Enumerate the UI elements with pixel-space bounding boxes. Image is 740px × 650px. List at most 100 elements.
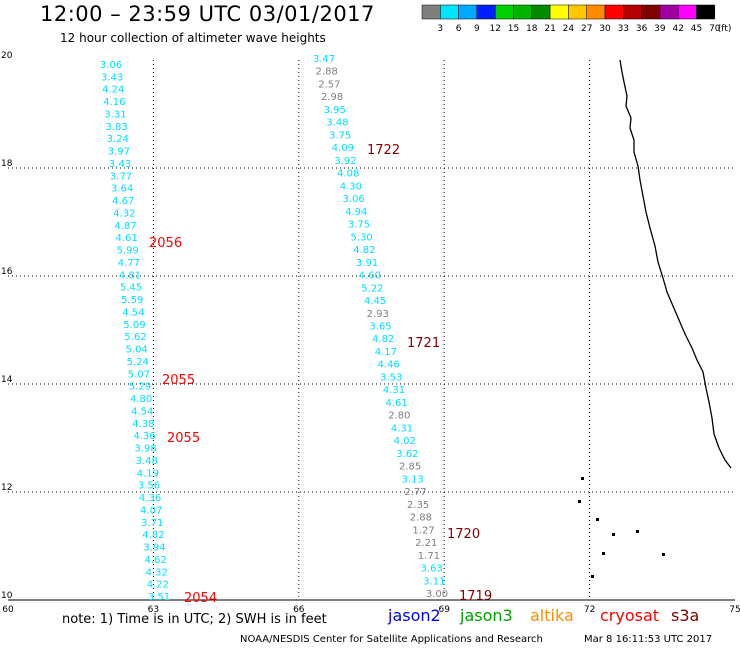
satellite-jason2: jason2: [388, 606, 441, 625]
wave-height-label: 3.48: [136, 456, 158, 467]
wave-height-label: 5.59: [121, 295, 143, 306]
wave-height-label: 3.43: [109, 159, 131, 170]
wave-height-label: 2.85: [399, 462, 421, 473]
lat-tick-label: 18: [1, 159, 13, 169]
lon-tick-label: 63: [148, 605, 159, 615]
wave-height-label: 4.17: [375, 347, 397, 358]
wave-height-label: 4.31: [391, 423, 413, 434]
pass-time-label: 2055: [162, 373, 195, 388]
wave-height-label: 4.82: [353, 245, 375, 256]
legend-swatch: [531, 4, 551, 20]
satellite-jason3: jason3: [460, 606, 513, 625]
wave-height-label: 4.16: [103, 97, 125, 108]
legend-label: 6: [456, 24, 462, 34]
legend-label: 39: [654, 24, 666, 34]
wave-height-label: 3.83: [105, 122, 127, 133]
island-mark: [636, 530, 639, 533]
legend-label: 15: [508, 24, 519, 34]
legend-swatch: [623, 4, 642, 20]
lat-tick-label: 20: [1, 51, 13, 61]
wave-height-label: 4.62: [145, 555, 167, 566]
wave-height-label: 5.22: [361, 283, 383, 294]
lon-tick-label: 66: [293, 605, 305, 615]
wave-height-label: 1.71: [418, 551, 440, 562]
legend-unit: (ft): [718, 24, 732, 34]
wave-height-label: 4.94: [345, 207, 367, 218]
wave-height-label: 4.36: [133, 431, 155, 442]
page-title: 12:00 – 23:59 UTC 03/01/2017: [40, 2, 375, 26]
wave-height-label: 3.11: [423, 576, 445, 587]
legend-swatch: [641, 4, 661, 20]
wave-height-label: 4.46: [377, 360, 399, 371]
wave-height-label: 3.94: [143, 543, 165, 554]
legend-label: 42: [672, 24, 683, 34]
wave-height-label: 5.29: [129, 382, 151, 393]
wave-height-label: 4.54: [131, 406, 153, 417]
wave-height-label: 3.64: [111, 184, 133, 195]
legend-swatch: [421, 4, 441, 20]
wave-height-label: 3.06: [342, 194, 364, 205]
wave-height-label: 4.80: [130, 394, 152, 405]
wave-height-label: 4.09: [332, 143, 354, 154]
wave-height-label: 5.99: [117, 246, 139, 257]
pass-time-labels: 2056 2055 2055 2054 1722 1721 1720 1719: [149, 143, 492, 606]
legend-label: 3: [437, 24, 443, 34]
wave-height-label: 2.57: [318, 79, 340, 90]
wave-height-label: 4.30: [340, 181, 362, 192]
wave-height-label: 4.02: [394, 436, 416, 447]
legend-swatch: [440, 4, 459, 20]
wave-height-label: 2.21: [415, 538, 437, 549]
lon-tick-label: 72: [584, 605, 595, 615]
wave-height-label: 1.27: [412, 525, 434, 536]
legend-swatch: [586, 4, 606, 20]
generated-timestamp: Mar 8 16:11:53 UTC 2017: [584, 634, 713, 645]
legend-swatch: [458, 4, 478, 20]
legend-label: 24: [563, 24, 575, 34]
wave-height-label: 4.60: [359, 271, 381, 282]
wave-height-label: 4.31: [383, 385, 405, 396]
altimeter-tracks: 3.063.434.244.163.313.833.243.973.433.77…: [100, 54, 448, 603]
wave-height-label: 5.62: [124, 332, 146, 343]
wave-height-label: 2.35: [407, 500, 429, 511]
wave-height-label: 3.97: [108, 147, 130, 158]
wave-height-label: 4.32: [113, 208, 135, 219]
wave-height-label: 3.91: [356, 258, 378, 269]
legend-label: 30: [599, 24, 611, 34]
island-mark: [596, 518, 599, 521]
wave-height-label: 3.53: [380, 372, 402, 383]
page-subtitle: 12 hour collection of altimeter wave hei…: [60, 31, 326, 45]
legend-label: 45: [691, 24, 702, 34]
lat-tick-label: 10: [1, 591, 13, 601]
island-mark: [662, 553, 665, 556]
legend-label: 21: [544, 24, 555, 34]
lat-tick-label: 12: [1, 483, 12, 493]
legend-swatch: [476, 4, 496, 20]
wave-height-label: 5.24: [127, 357, 149, 368]
wave-height-label: 3.13: [402, 474, 424, 485]
legend-label: 33: [618, 24, 629, 34]
wave-height-label: 3.62: [396, 449, 418, 460]
wave-height-label: 2.80: [388, 411, 410, 422]
legend-label: 12: [489, 24, 500, 34]
legend-swatch: [659, 4, 679, 20]
coastline-path: [619, 59, 732, 469]
wave-height-label: 3.47: [313, 54, 335, 65]
wave-height-label: 5.07: [128, 369, 150, 380]
coastline: [578, 59, 732, 578]
wave-height-label: 2.77: [404, 487, 426, 498]
wave-height-label: 4.36: [139, 493, 161, 504]
wave-height-label: 3.75: [329, 130, 351, 141]
wave-height-label: 3.63: [420, 564, 442, 575]
wave-height-label: 4.61: [386, 398, 408, 409]
wave-height-label: 4.82: [372, 334, 394, 345]
legend-swatch: [513, 4, 533, 20]
wave-height-label: 4.07: [140, 505, 162, 516]
wave-height-label: 4.54: [122, 307, 144, 318]
island-mark: [602, 552, 605, 555]
wave-height-label: 4.32: [146, 567, 168, 578]
legend-swatch: [604, 4, 624, 20]
pass-time-label: 2054: [184, 591, 217, 606]
wave-height-label: 3.71: [141, 518, 163, 529]
wave-height-label: 4.22: [147, 580, 169, 591]
